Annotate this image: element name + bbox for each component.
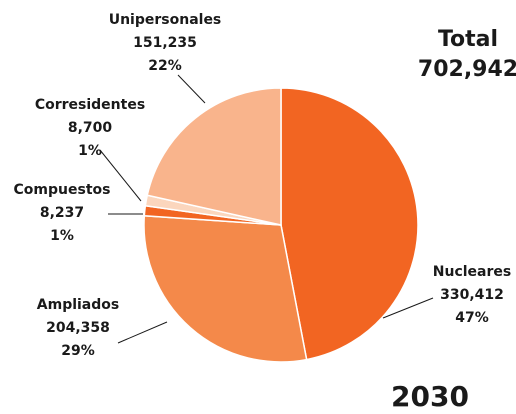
total-value: 702,942 — [418, 57, 516, 82]
slice-label: Ampliados — [37, 297, 119, 313]
pie-slice — [146, 87, 282, 226]
leader-line — [382, 297, 434, 319]
slice-value: 151,235 — [133, 35, 197, 51]
slice-label: Corresidentes — [35, 97, 145, 113]
slice-percent: 1% — [50, 228, 74, 244]
leader-line — [99, 149, 142, 202]
slice-value: 204,358 — [46, 320, 110, 336]
total-title: Total — [438, 27, 498, 52]
slice-label: Nucleares — [433, 264, 511, 280]
year: 2030 — [391, 380, 469, 413]
slice-value: 8,700 — [68, 120, 113, 136]
leader-line — [117, 321, 168, 344]
slice-value: 330,412 — [440, 287, 504, 303]
slice-percent: 47% — [455, 310, 489, 326]
slice-label: Compuestos — [14, 182, 111, 198]
leader-line — [177, 74, 206, 104]
slice-percent: 22% — [148, 58, 182, 74]
slice-percent: 1% — [78, 143, 102, 159]
slice-label: Unipersonales — [109, 12, 222, 28]
slice-percent: 29% — [61, 343, 95, 359]
pie-slice — [280, 87, 419, 361]
slice-value: 8,237 — [40, 205, 84, 221]
pie-slice — [143, 214, 308, 363]
